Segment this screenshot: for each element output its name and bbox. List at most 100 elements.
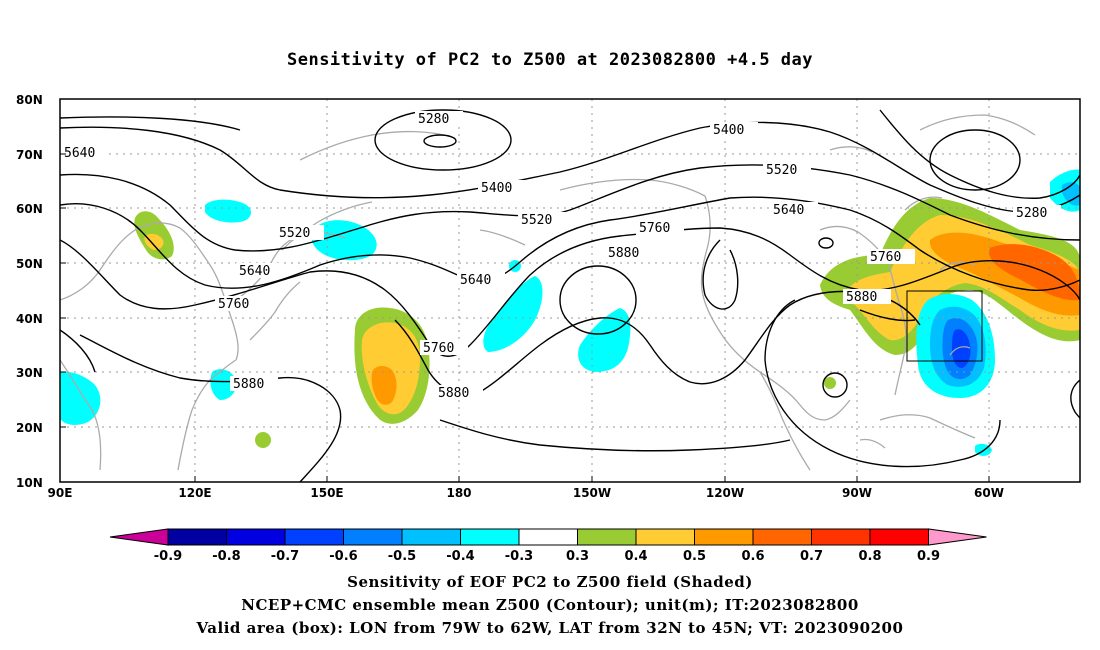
colorbar-label: 0.7 bbox=[800, 549, 823, 564]
colorbar-segment bbox=[869, 528, 929, 546]
map-title: Sensitivity of PC2 to Z500 at 2023082800… bbox=[286, 50, 813, 70]
contour-5880-sw bbox=[60, 329, 96, 373]
contour-label: 5640 bbox=[64, 146, 95, 161]
lon-label: 90W bbox=[842, 486, 872, 500]
contour-label: 5760 bbox=[218, 297, 249, 312]
contour-label: 5880 bbox=[846, 290, 877, 305]
colorbar-label: 0.6 bbox=[741, 549, 764, 564]
contour-label: 5520 bbox=[766, 163, 797, 178]
shade-neg-sub-pacific bbox=[578, 308, 631, 372]
lat-label: 10N bbox=[16, 476, 43, 490]
contour-label: 5760 bbox=[423, 341, 454, 356]
lon-labels: 90E 120E 150E 180 150W 120W 90W 60W bbox=[48, 486, 1004, 500]
axis-ticks bbox=[60, 98, 990, 483]
lon-label: 150W bbox=[573, 486, 611, 500]
colorbar-segment bbox=[284, 528, 344, 546]
shade-pos-small-2 bbox=[824, 377, 836, 389]
lat-label: 40N bbox=[16, 312, 43, 326]
shade-neg-west-2 bbox=[210, 369, 237, 400]
z500-contours bbox=[60, 109, 1080, 482]
plot-frame bbox=[59, 98, 1081, 483]
contour-label: 5880 bbox=[608, 246, 639, 261]
contour-5280-ring bbox=[929, 129, 1021, 191]
contour-label: 5880 bbox=[233, 377, 264, 392]
contour-label: 5640 bbox=[460, 273, 491, 288]
lon-label: 150E bbox=[310, 486, 343, 500]
lat-label: 80N bbox=[16, 93, 43, 107]
lon-label: 60W bbox=[974, 486, 1004, 500]
colorbar-segment bbox=[518, 528, 578, 546]
shade-neg-box-4 bbox=[952, 329, 971, 368]
contour-5400-a bbox=[60, 121, 1080, 213]
shade-neg-east-pacific bbox=[483, 276, 543, 352]
contour-label: 5400 bbox=[713, 123, 744, 138]
lon-label: 120E bbox=[178, 486, 211, 500]
colorbar-label: -0.4 bbox=[446, 549, 474, 564]
colorbar-segment bbox=[752, 528, 812, 546]
contour-label: 5880 bbox=[438, 386, 469, 401]
colorbar-label: 0.3 bbox=[566, 549, 589, 564]
contour-label-group: 5640 5280 5400 5400 5520 5520 5520 5640 … bbox=[60, 111, 1061, 401]
contour-5880-c bbox=[439, 419, 791, 452]
contour-label: 5280 bbox=[418, 112, 449, 127]
shade-neg-west bbox=[60, 371, 101, 425]
contour-5760-b bbox=[764, 299, 1001, 468]
colorbar-segment bbox=[226, 528, 286, 546]
contour-small-2 bbox=[822, 372, 848, 398]
colorbar-high-end bbox=[928, 528, 987, 546]
shade-neg-sib bbox=[205, 199, 252, 223]
contour-label: 5760 bbox=[639, 221, 670, 236]
colorbar-label: -0.9 bbox=[154, 549, 182, 564]
contour-5280-inner bbox=[423, 134, 457, 148]
lat-label: 20N bbox=[16, 421, 43, 435]
caption-line-2: NCEP+CMC ensemble mean Z500 (Contour); u… bbox=[241, 596, 859, 614]
lat-labels: 80N 70N 60N 50N 40N 30N 20N 10N bbox=[16, 93, 43, 490]
colorbar-segment bbox=[694, 528, 754, 546]
colorbar-label: 0.5 bbox=[683, 549, 706, 564]
colorbar-segment bbox=[460, 528, 520, 546]
colorbar-segment bbox=[635, 528, 695, 546]
lat-label: 30N bbox=[16, 366, 43, 380]
colorbar-label: -0.6 bbox=[329, 549, 357, 564]
contour-label: 5520 bbox=[521, 213, 552, 228]
colorbar-segment bbox=[577, 528, 637, 546]
contour-5400-b bbox=[60, 116, 241, 131]
lon-label: 180 bbox=[446, 486, 471, 500]
contour-small-1 bbox=[818, 237, 834, 249]
contour-label: 5760 bbox=[870, 250, 901, 265]
contour-label: 5640 bbox=[239, 264, 270, 279]
colorbar-label: 0.9 bbox=[917, 549, 940, 564]
contour-5880-d bbox=[859, 309, 916, 322]
caption-line-3: Valid area (box): LON from 79W to 62W, L… bbox=[196, 619, 904, 637]
colorbar-label: 0.8 bbox=[858, 549, 881, 564]
colorbar-label: 0.4 bbox=[624, 549, 647, 564]
contour-label: 5640 bbox=[773, 203, 804, 218]
colorbar-label: -0.7 bbox=[271, 549, 299, 564]
colorbar-segment bbox=[811, 528, 871, 546]
contour-5760-a bbox=[60, 227, 1080, 357]
colorbar-segment bbox=[401, 528, 461, 546]
shade-pos-atlantic-orange bbox=[929, 232, 1080, 316]
contour-label: 5280 bbox=[1016, 206, 1047, 221]
caption-line-1: Sensitivity of EOF PC2 to Z500 field (Sh… bbox=[347, 573, 753, 591]
lat-label: 60N bbox=[16, 202, 43, 216]
colorbar-label: -0.5 bbox=[388, 549, 416, 564]
colorbar-label: -0.3 bbox=[505, 549, 533, 564]
colorbar-segment bbox=[343, 528, 403, 546]
valid-area-box bbox=[906, 290, 983, 362]
contour-5280-low bbox=[374, 109, 512, 171]
contour-5880-sub bbox=[559, 265, 637, 335]
shade-pos-asia-inner bbox=[144, 233, 164, 250]
shade-pos-small-1 bbox=[255, 432, 271, 448]
lat-label: 50N bbox=[16, 257, 43, 271]
colorbar-low-end bbox=[109, 528, 169, 546]
lon-label: 120W bbox=[706, 486, 744, 500]
lon-label: 90E bbox=[48, 486, 73, 500]
contour-5280-east bbox=[879, 109, 1080, 199]
contour-5760-c bbox=[702, 239, 739, 310]
colorbar-segment bbox=[167, 528, 227, 546]
colorbar: -0.9 -0.8 -0.7 -0.6 -0.5 -0.4 -0.3 0.3 0.4 0.5 0.6… bbox=[109, 528, 987, 564]
shaded-sensitivity bbox=[60, 169, 1080, 456]
shade-pos-atlantic-red bbox=[989, 244, 1080, 301]
